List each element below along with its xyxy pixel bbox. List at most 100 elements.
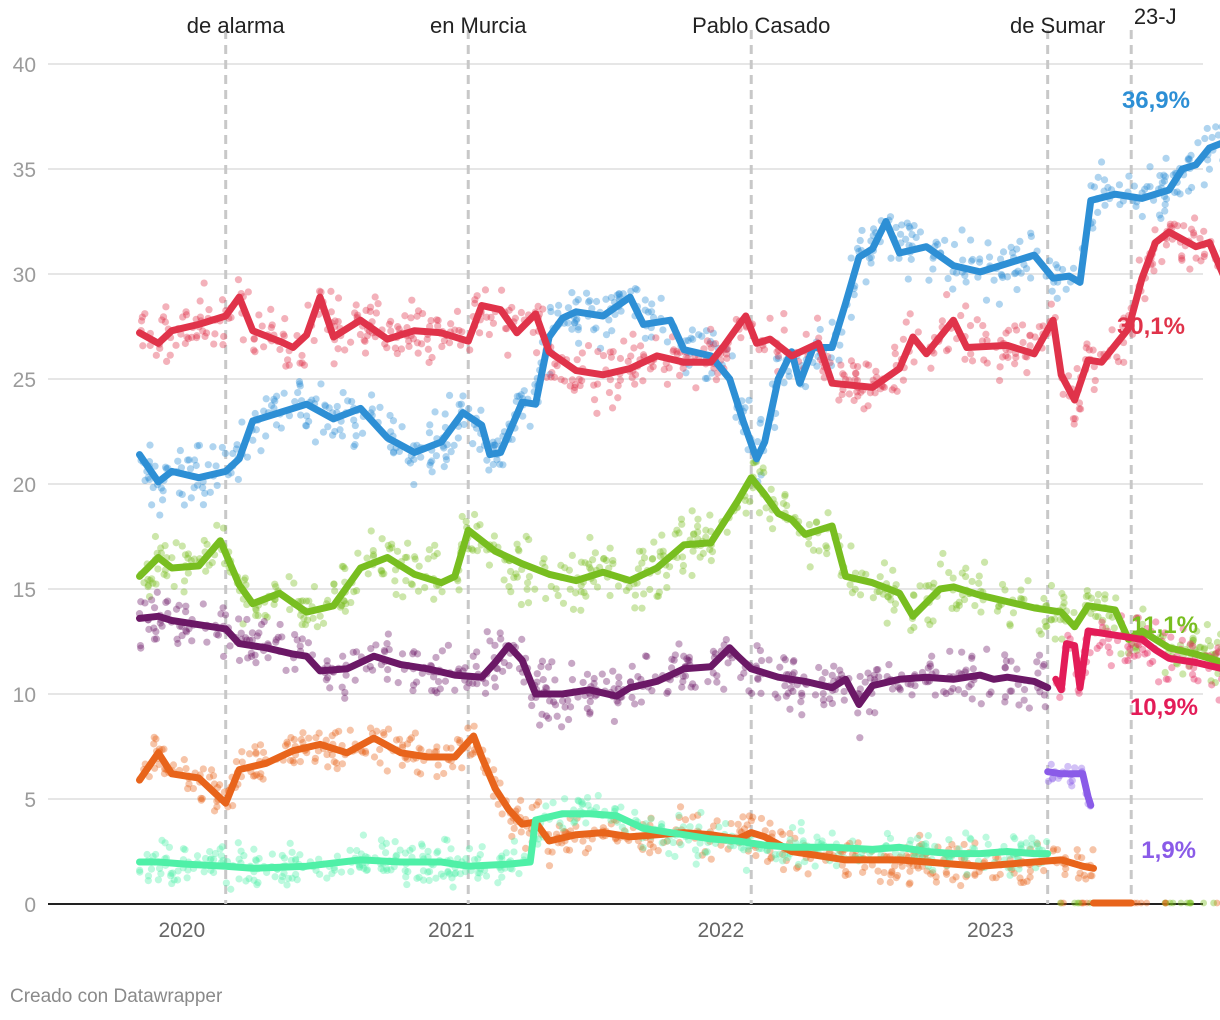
poll-dot-purple [137, 644, 145, 652]
poll-dot-green [916, 582, 924, 590]
poll-dot-purple [428, 686, 436, 695]
poll-dot-orange [663, 837, 671, 845]
poll-dot-blue [351, 421, 359, 430]
poll-dot-teal [781, 851, 789, 859]
y-tick-label: 35 [13, 159, 36, 182]
poll-dot-orange [1010, 869, 1018, 877]
poll-dot-blue [234, 475, 242, 484]
poll-dot-red [251, 348, 259, 356]
poll-dot-green [354, 549, 362, 557]
poll-dot-blue [489, 460, 497, 469]
poll-dot-green [806, 563, 814, 571]
poll-dot-red [999, 353, 1007, 361]
poll-dot-teal [452, 869, 460, 877]
poll-dot-blue [218, 443, 226, 452]
poll-dot-red [385, 320, 394, 328]
poll-dot-green [252, 606, 260, 614]
poll-dot-green [1161, 668, 1169, 677]
poll-dot-blue [813, 362, 821, 370]
poll-dot-red [1135, 256, 1143, 264]
poll-dot-green [767, 485, 775, 493]
poll-dot-red [866, 389, 874, 397]
poll-dot-green [341, 607, 349, 615]
poll-dot-red [673, 347, 681, 356]
poll-dot-orange [299, 729, 307, 737]
poll-dot-green [910, 623, 918, 631]
poll-dot-blue [1162, 154, 1170, 162]
poll-dot-orange [646, 849, 654, 857]
poll-dot-violet [1044, 777, 1053, 785]
poll-dot-teal [255, 854, 263, 863]
poll-dot-green [184, 550, 193, 558]
poll-dot-blue [898, 221, 906, 229]
poll-dot-blue [296, 380, 304, 388]
poll-dot-red [1191, 214, 1199, 222]
poll-dot-teal [677, 841, 685, 849]
poll-dot-blue [659, 326, 667, 334]
poll-dot-teal [448, 874, 456, 882]
poll-dot-green [367, 527, 375, 535]
poll-dot-purple [737, 673, 745, 682]
poll-dot-green [625, 583, 633, 591]
poll-dot-teal [631, 808, 639, 816]
poll-dot-red [616, 376, 624, 384]
poll-dot-purple [968, 654, 976, 662]
poll-dot-orange [893, 871, 902, 880]
poll-dot-teal [278, 872, 286, 881]
poll-dot-red [888, 386, 896, 394]
poll-dot-green [1217, 645, 1220, 653]
poll-dot-red [414, 307, 423, 315]
poll-dot-teal [647, 815, 655, 823]
poll-dot-orange [555, 822, 563, 830]
poll-dot-purple [538, 657, 547, 665]
poll-dot-purple [790, 657, 798, 665]
poll-dot-green [1006, 622, 1014, 630]
poll-dot-blue [912, 233, 920, 242]
poll-dot-green [759, 464, 767, 472]
poll-dot-blue [633, 286, 641, 294]
poll-dot-red [605, 388, 614, 397]
poll-dot-orange [335, 727, 343, 735]
poll-dot-green [822, 542, 830, 550]
poll-dot-blue [952, 269, 961, 277]
poll-dot-green [1217, 630, 1220, 638]
poll-dot-teal [474, 855, 482, 863]
poll-dot-red [566, 382, 574, 390]
poll-dot-purple [828, 671, 836, 679]
poll-dot-purple [908, 691, 916, 699]
poll-dot-blue [1053, 294, 1061, 302]
poll-dot-green [507, 588, 515, 596]
poll-dot-green [184, 569, 192, 577]
poll-dot-blue [835, 356, 843, 364]
poll-dot-red [1150, 267, 1158, 275]
poll-dot-blue [568, 325, 576, 333]
poll-dot-blue [432, 452, 441, 460]
poll-dot-orange [323, 750, 331, 759]
poll-dot-green [971, 601, 979, 610]
poll-dot-green [1101, 591, 1109, 599]
poll-dot-orange [384, 725, 393, 733]
poll-dot-red [280, 332, 288, 340]
poll-dot-purple [1020, 696, 1028, 704]
poll-dot-purple [235, 656, 244, 665]
poll-dot-blue [613, 291, 621, 299]
poll-dot-green [884, 592, 892, 601]
poll-dot-green [707, 527, 715, 535]
poll-dot-red [427, 316, 435, 325]
poll-dot-blue [615, 290, 623, 298]
poll-dot-blue [771, 423, 779, 432]
poll-dot-red [599, 351, 608, 360]
poll-dot-blue [476, 445, 484, 454]
poll-dot-orange [251, 772, 259, 780]
poll-dot-red [996, 363, 1004, 371]
poll-dot-zero [1074, 899, 1082, 907]
poll-dot-green [586, 533, 594, 542]
poll-dot-teal [383, 866, 391, 875]
poll-dot-purple [664, 687, 672, 696]
poll-dot-purple [291, 665, 299, 673]
poll-dot-purple [178, 631, 186, 640]
poll-dot-red [551, 360, 559, 368]
poll-dot-red [669, 347, 677, 356]
poll-dot-teal [703, 848, 711, 856]
poll-dot-purple [896, 686, 904, 694]
